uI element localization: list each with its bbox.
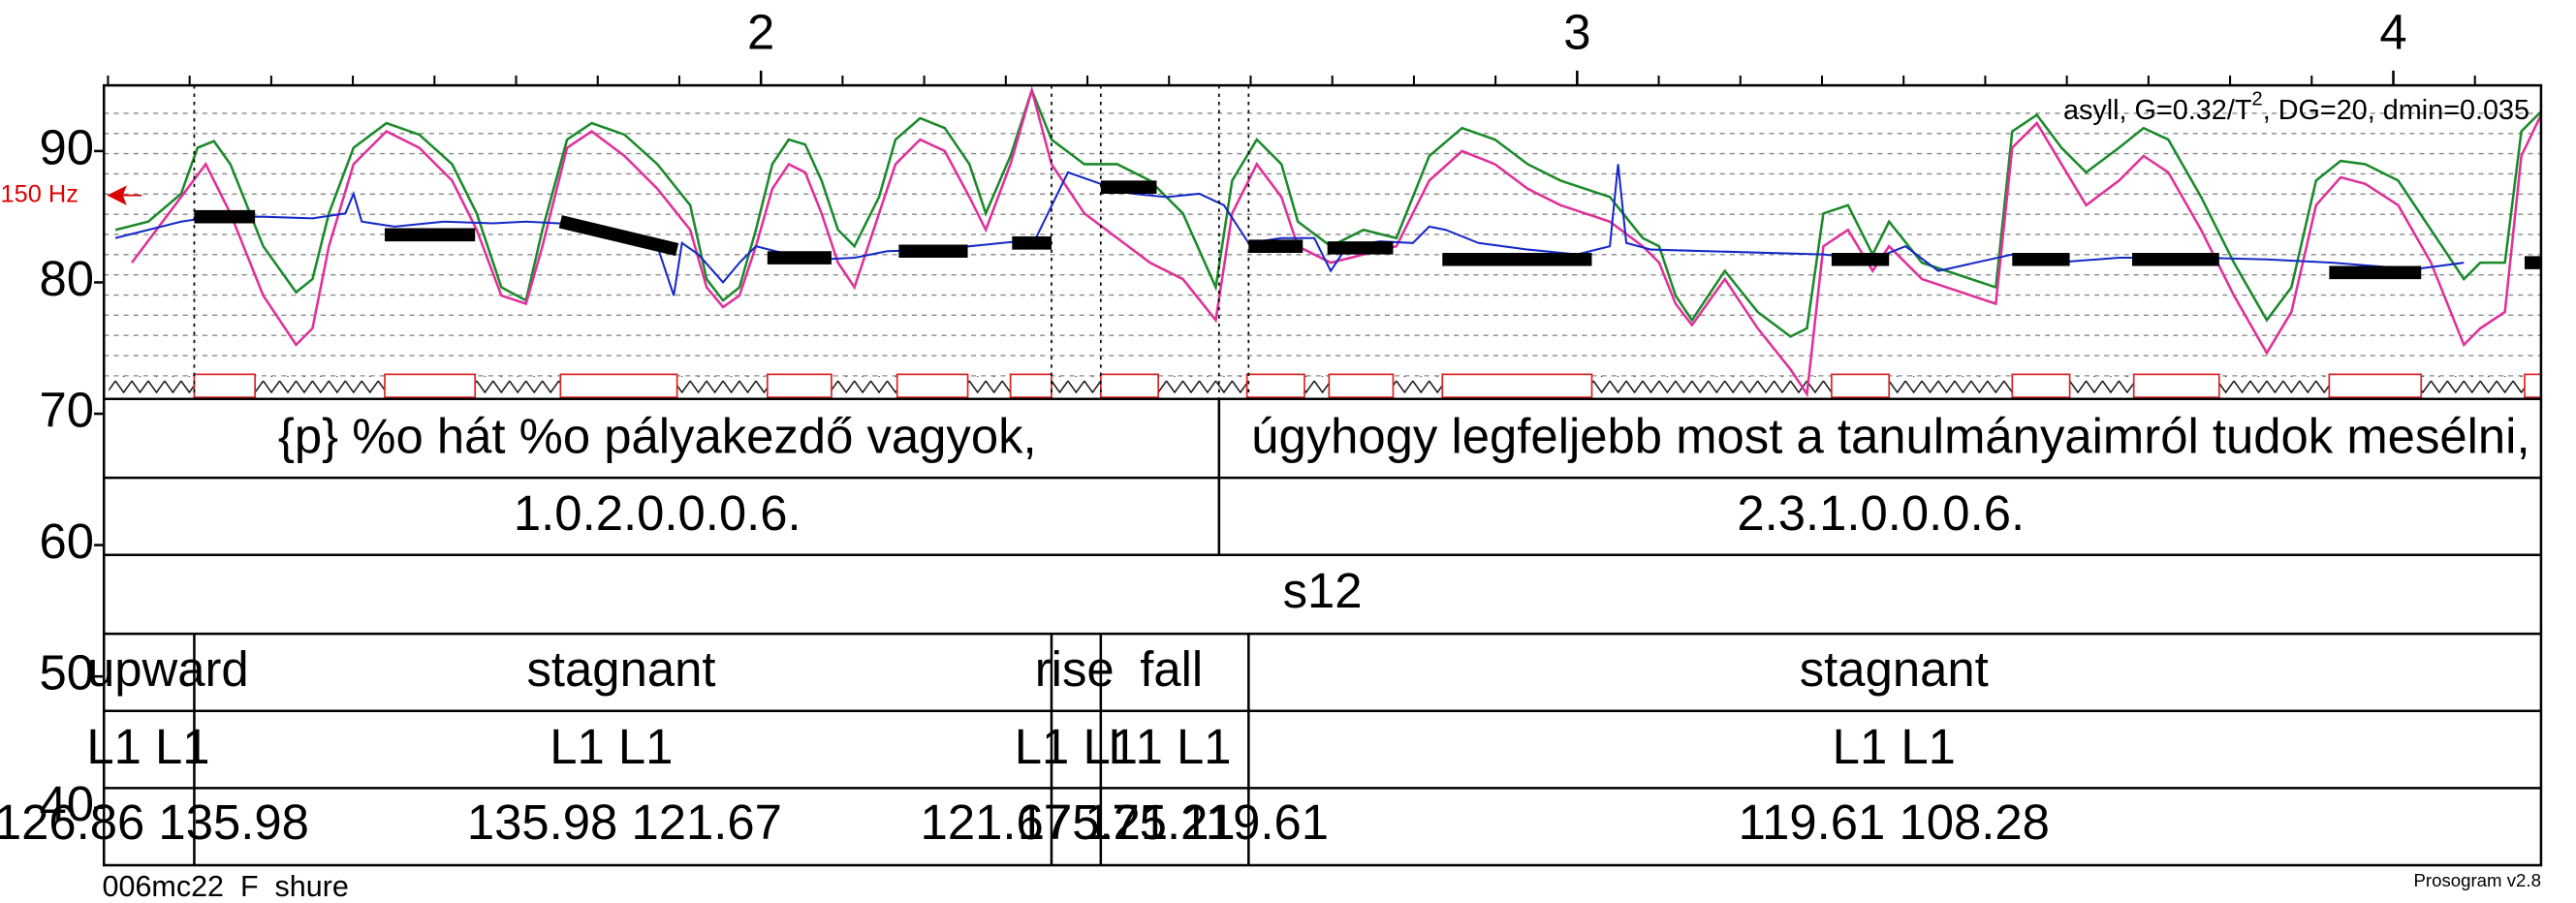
reference-label: 150 Hz bbox=[0, 180, 79, 207]
x-tick-label: 4 bbox=[2379, 5, 2406, 60]
level-text: L1 L1 bbox=[1833, 719, 1956, 774]
pitch-text: 135.98 121.67 bbox=[467, 794, 782, 850]
speaker-text: s12 bbox=[1283, 563, 1363, 618]
footer-right: Prosogram v2.8 bbox=[2413, 870, 2540, 890]
y-tick-label: 40 bbox=[40, 776, 95, 831]
x-tick-label: 3 bbox=[1563, 5, 1590, 60]
stylization bbox=[194, 180, 2541, 280]
pitch-text: 175.21 119.61 bbox=[1018, 794, 1329, 850]
y-tick-label: 50 bbox=[40, 645, 95, 701]
code-text: 1.0.2.0.0.0.6. bbox=[514, 485, 801, 541]
code-text: 2.3.1.0.0.0.6. bbox=[1737, 485, 2025, 541]
pitch-text: 121.67 175.21 bbox=[921, 794, 1236, 850]
annotation-main: asyll, G=0.32/T bbox=[2063, 95, 2251, 126]
intensity-curve bbox=[114, 86, 2542, 338]
trend-text: stagnant bbox=[1800, 641, 1989, 697]
annotation: asyll, G=0.32/T2, DG=20, dmin=0.035 bbox=[2063, 89, 2529, 126]
y-tick-label: 90 bbox=[40, 119, 95, 174]
syllable-text: {p} %o hát %o pályakezdő vagyok, bbox=[278, 409, 1037, 464]
trend-text: stagnant bbox=[527, 641, 716, 697]
annotation-sup: 2 bbox=[2251, 89, 2262, 110]
pitch-text: 119.61 108.28 bbox=[1739, 794, 2050, 850]
level-text: L1 L1 bbox=[86, 719, 209, 774]
annotation-rest: , DG=20, dmin=0.035 bbox=[2263, 95, 2529, 126]
level-text: L1 L1 bbox=[1015, 719, 1138, 774]
loudness-curve bbox=[131, 85, 2543, 398]
trend-text: fall bbox=[1140, 641, 1203, 697]
y-tick-label: 70 bbox=[40, 382, 95, 437]
y-tick-label: 60 bbox=[40, 514, 95, 569]
syllable-text: úgyhogy legfeljebb most a tanulmányaimró… bbox=[1251, 409, 2529, 464]
axes: 40 50 60 70 80 90 2 3 4 bbox=[40, 5, 2476, 831]
x-tick-label: 2 bbox=[747, 5, 774, 60]
y-tick-label: 80 bbox=[40, 251, 95, 306]
tier-frame bbox=[102, 83, 2543, 867]
footer-left: 006mc22 F shure bbox=[103, 870, 349, 903]
nuclei bbox=[193, 373, 2542, 398]
level-text: L1 L1 bbox=[1108, 719, 1231, 774]
trend-text: upward bbox=[87, 641, 249, 697]
pitch-text: 126.86 135.98 bbox=[0, 794, 309, 850]
segment-boundaries bbox=[193, 85, 1250, 399]
trend-text: rise bbox=[1035, 641, 1115, 697]
level-text: L1 L1 bbox=[550, 719, 673, 774]
syllable-zigzag bbox=[109, 376, 2540, 394]
reference-arrow bbox=[107, 185, 142, 205]
